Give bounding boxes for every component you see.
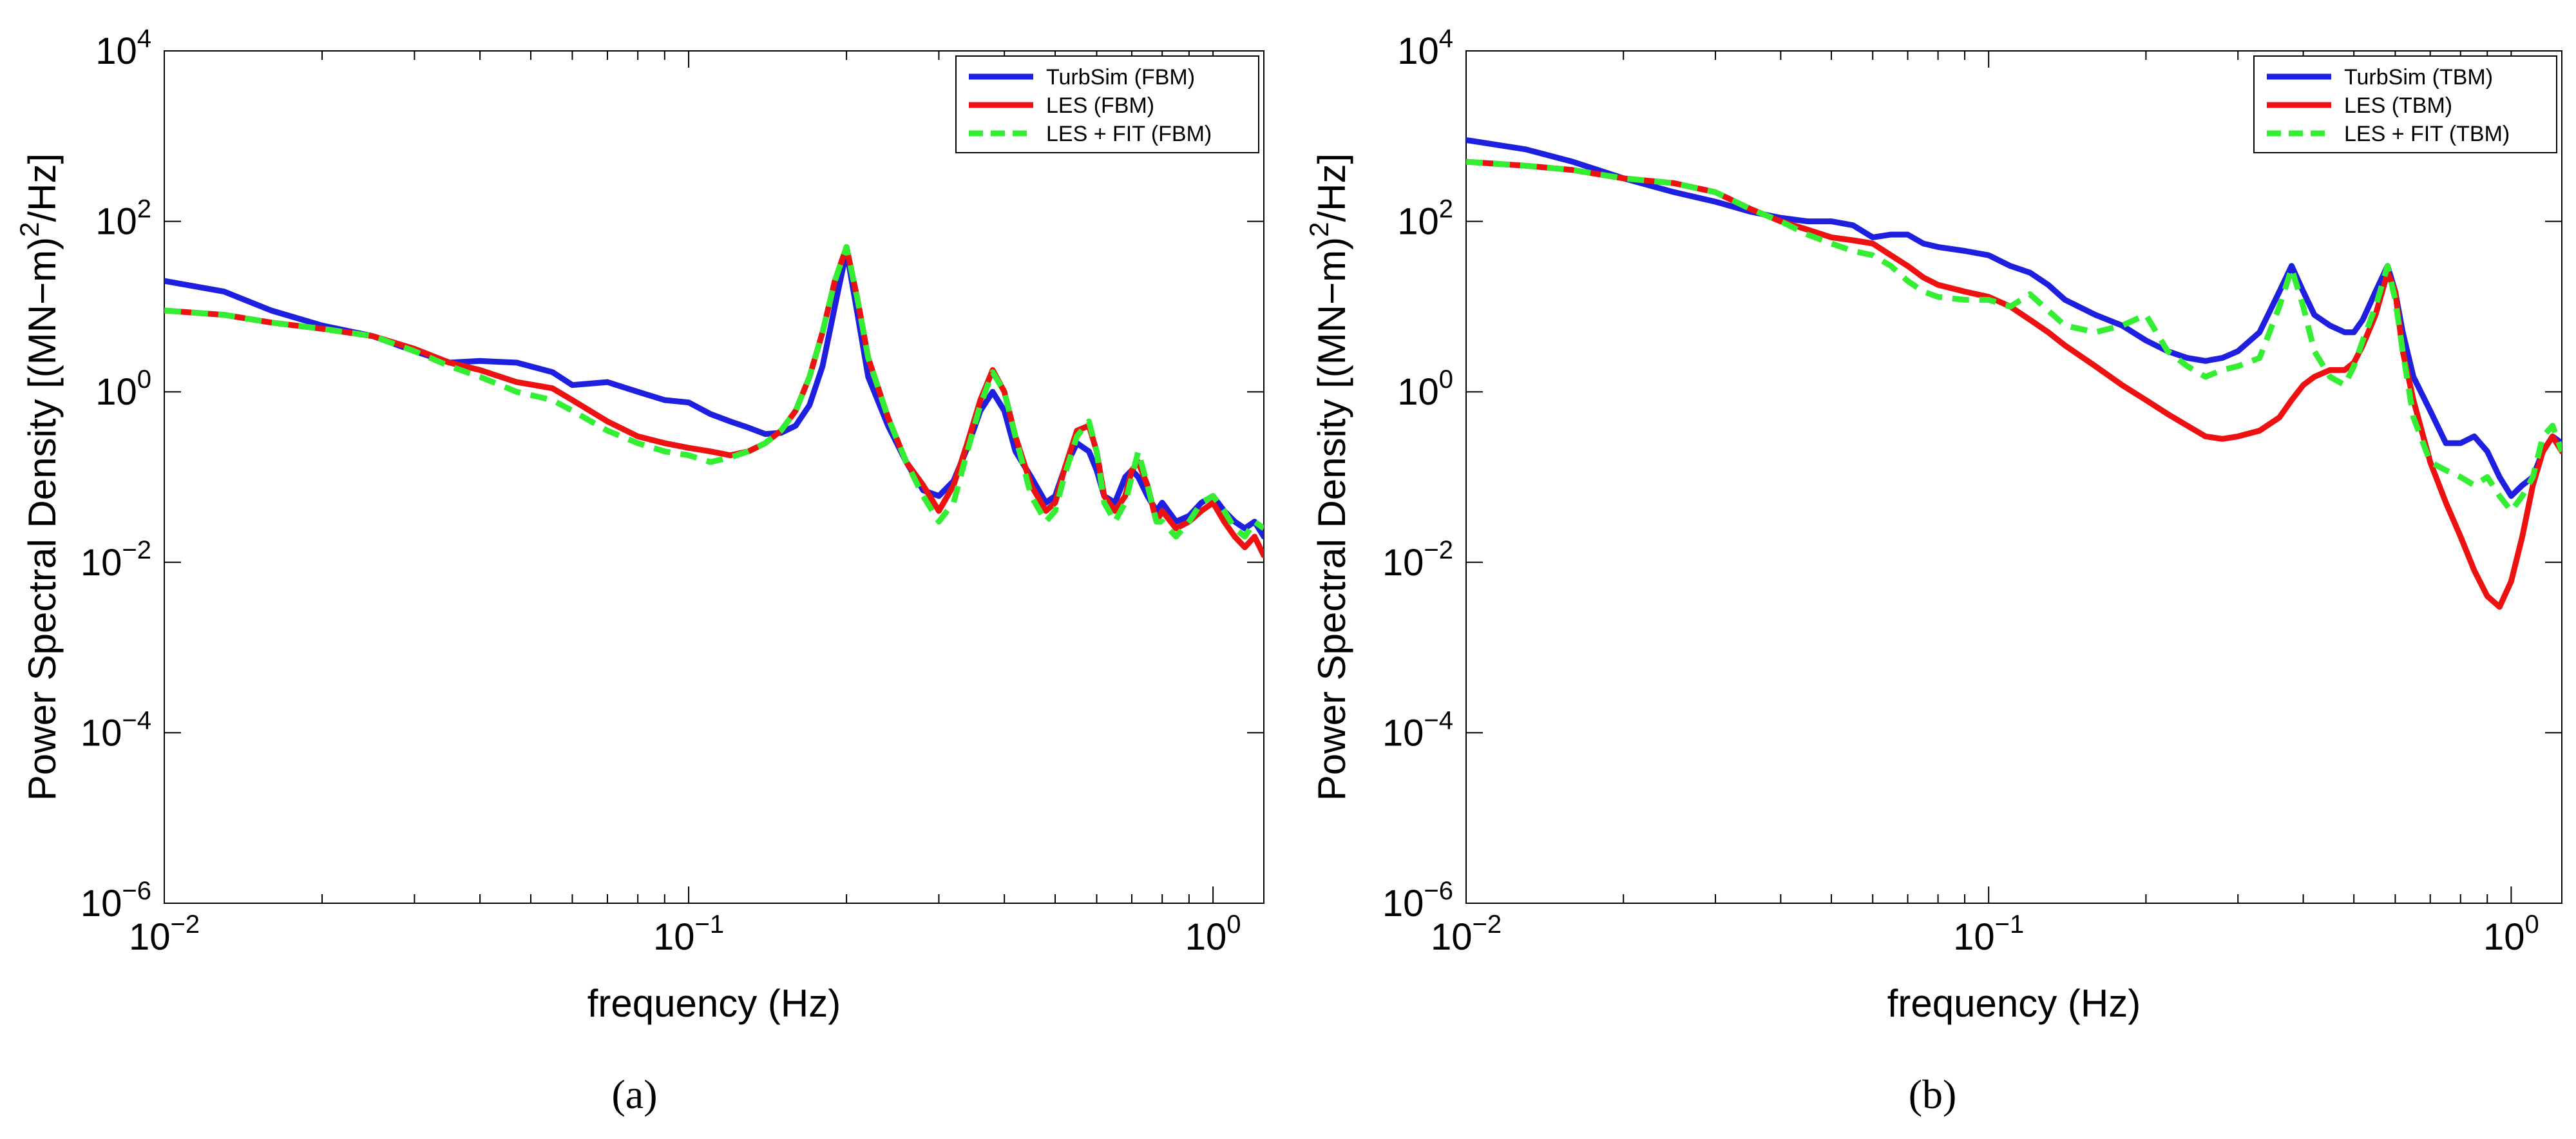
series-line-les-fbm-: [164, 244, 1264, 559]
x-tick-label: 10−1: [653, 910, 724, 958]
legend: TurbSim (FBM) LES (FBM) LES + FIT (FBM): [955, 55, 1259, 153]
series-group: [1466, 137, 2562, 610]
series-line-les-fit-fbm-: [164, 244, 1264, 540]
y-axis-label: Power Spectral Density [(MN−m)2/Hz]: [1304, 153, 1353, 801]
legend-label: TurbSim (TBM): [2344, 65, 2493, 90]
y-tick-label: 100: [1397, 365, 1453, 413]
x-tick-label: 100: [1185, 910, 1241, 958]
y-tick-label: 10−2: [1382, 536, 1453, 584]
series-line-turbsim-fbm-: [164, 248, 1264, 540]
legend-label: TurbSim (FBM): [1046, 65, 1195, 90]
x-axis-label: frequency (Hz): [587, 982, 841, 1025]
chart-panel-a: 10−2 10−1 100 10−6 10−4 10−2 100 102 104 TurbSim …: [14, 24, 1264, 1117]
y-tick-label: 10−2: [81, 536, 151, 584]
x-tick-label: 10−2: [1431, 910, 1502, 958]
series-line-turbsim-tbm-: [1466, 137, 2562, 499]
y-tick-label: 102: [95, 195, 151, 243]
y-tick-label: 102: [1397, 195, 1453, 243]
y-tick-label: 10−6: [81, 877, 151, 924]
y-tick-label: 100: [95, 365, 151, 413]
y-tick-label: 104: [1397, 24, 1453, 72]
x-minor-ticks: [1623, 51, 2488, 903]
series-line-les-fit-tbm-: [1466, 158, 2562, 514]
legend-label: LES + FIT (FBM): [1046, 122, 1212, 146]
y-tick-label: 104: [95, 24, 151, 72]
x-tick-label: 10−1: [1953, 910, 2024, 958]
y-tick-label: 10−4: [81, 706, 151, 754]
panel-caption: (b): [1909, 1071, 1957, 1117]
legend-label: LES (FBM): [1046, 93, 1154, 118]
y-tick-label: 10−4: [1382, 706, 1453, 754]
y-axis-label: Power Spectral Density [(MN−m)2/Hz]: [14, 153, 64, 801]
y-tick-label: 10−6: [1382, 877, 1453, 924]
legend-label: LES (TBM): [2344, 93, 2452, 118]
legend: TurbSim (TBM) LES (TBM) LES + FIT (TBM): [2253, 55, 2557, 153]
legend-label: LES + FIT (TBM): [2344, 122, 2510, 146]
x-tick-label: 10−2: [129, 910, 200, 958]
chart-panel-b: 10−2 10−1 100 10−6 10−4 10−2 100 102 104 TurbSim …: [1304, 24, 2562, 1117]
x-axis-label: frequency (Hz): [1887, 982, 2141, 1025]
x-tick-label: 100: [2483, 910, 2539, 958]
series-line-les-tbm-: [1466, 158, 2562, 610]
panel-caption: (a): [611, 1071, 657, 1117]
axes-frame: [1465, 50, 2562, 904]
series-group: [164, 244, 1264, 559]
axes-frame: [164, 50, 1264, 904]
